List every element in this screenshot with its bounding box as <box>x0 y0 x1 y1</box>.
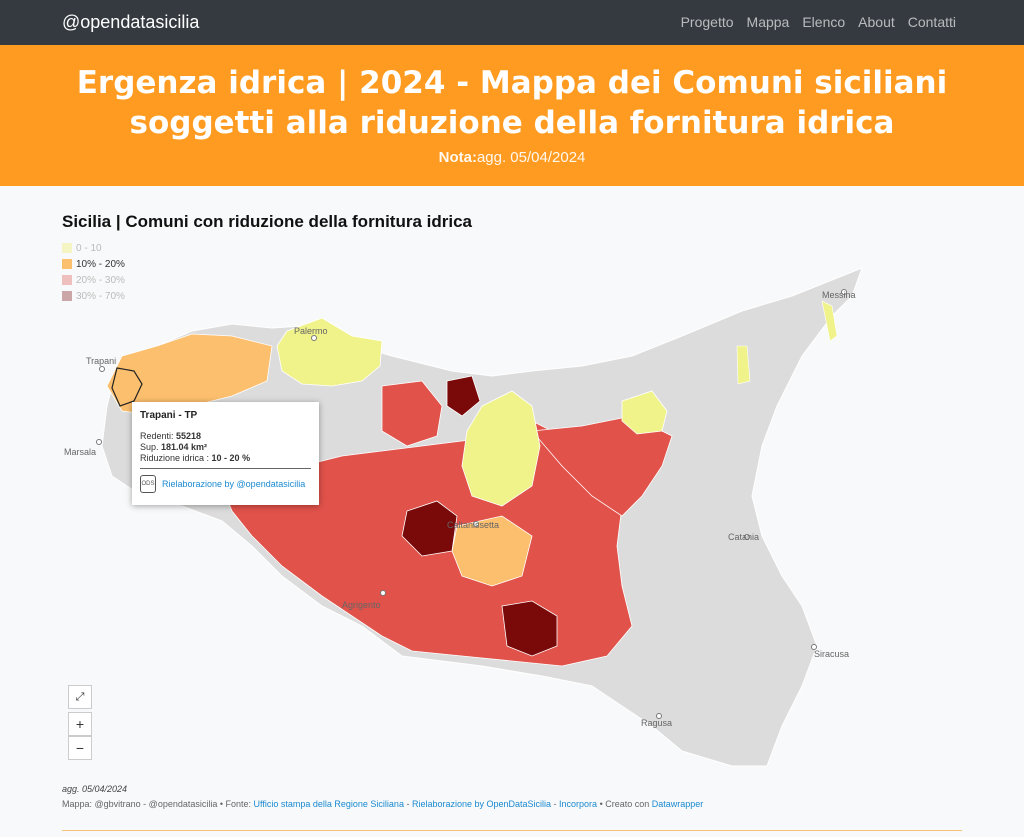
region-caltanissetta-south[interactable] <box>451 515 533 587</box>
city-label-marsala: Marsala <box>64 447 96 457</box>
tooltip-area-label: Sup. <box>140 442 162 452</box>
legend-label: 20% - 30% <box>76 274 125 286</box>
region-messina-strip[interactable] <box>821 300 838 342</box>
tooltip-title: Trapani - TP <box>140 410 198 421</box>
legend-label: 0 - 10 <box>76 242 102 254</box>
legend-swatch <box>62 259 72 269</box>
legend-item-30-70[interactable]: 30% - 70% <box>62 288 125 304</box>
city-marker-marsala <box>96 439 102 445</box>
city-marker-catania <box>744 534 750 540</box>
nav-link-mappa[interactable]: Mappa <box>746 14 790 30</box>
region-tyrrhenian-strip[interactable] <box>736 345 751 385</box>
tooltip-area-value: 181.04 km² <box>161 442 208 452</box>
legend-swatch <box>62 275 72 285</box>
note-text: agg. 05/04/2024 <box>476 149 586 166</box>
region-caltanissetta-north[interactable] <box>461 390 541 507</box>
city-label-caltanissetta: Caltanissetta <box>447 520 499 530</box>
footer-source: Mappa: @gbvitrano - @opendatasicilia • F… <box>62 799 703 809</box>
trapani-municipality[interactable] <box>111 367 143 407</box>
legend-item-20-30[interactable]: 20% - 30% <box>62 272 125 288</box>
map-tooltip: Trapani - TP Redenti: 55218 Sup. 181.04 … <box>132 402 319 505</box>
note-label: Nota: <box>438 149 477 166</box>
city-marker-caltanissetta <box>473 521 479 527</box>
region-trapani-zone[interactable] <box>106 333 273 417</box>
nav-link-progetto[interactable]: Progetto <box>680 14 734 30</box>
nav-link-about[interactable]: About <box>858 14 895 30</box>
tooltip-credit: ODS Rielaborazione by @opendatasicilia <box>140 475 311 493</box>
tooltip-area: Sup. 181.04 km² <box>140 442 311 453</box>
region-madonie-zone[interactable] <box>381 380 443 447</box>
legend-item-10-20[interactable]: 10% - 20% <box>62 256 125 272</box>
footer-date: agg. 05/04/2024 <box>62 784 128 794</box>
region-nebrodi-zone[interactable] <box>621 390 668 435</box>
region-dark-zone-3[interactable] <box>446 375 481 417</box>
city-marker-ragusa <box>656 713 662 719</box>
tooltip-reduction-label: Riduzione idrica : <box>140 453 212 463</box>
bottom-divider <box>62 830 962 831</box>
city-marker-siracusa <box>811 644 817 650</box>
map-title: Sicilia | Comuni con riduzione della for… <box>62 212 472 231</box>
city-label-siracusa: Siracusa <box>814 649 849 659</box>
tooltip-residents-value: 55218 <box>176 431 202 441</box>
legend-label: 30% - 70% <box>76 290 125 302</box>
footer-map-by: Mappa: @gbvitrano - @opendatasicilia • F… <box>62 799 254 809</box>
tooltip-credit-link[interactable]: Rielaborazione by @opendatasicilia <box>162 479 306 489</box>
zoom-in-button[interactable]: + <box>68 712 92 736</box>
city-marker-palermo <box>311 335 317 341</box>
city-label-palermo: Palermo <box>294 326 328 336</box>
region-palermo-zone[interactable] <box>276 317 383 387</box>
page-title: Ergenza idrica | 2024 - Mappa dei Comuni… <box>76 65 948 141</box>
region-dark-zone-1[interactable] <box>401 500 458 557</box>
city-marker-agrigento <box>380 590 386 596</box>
fullscreen-button[interactable]: ⤢ <box>68 685 92 709</box>
region-dark-zone-2[interactable] <box>501 600 558 657</box>
footer-sep-1: - <box>403 799 412 809</box>
legend-swatch <box>62 291 72 301</box>
sicily-map[interactable]: Palermo Trapani Marsala Messina Caltanis… <box>62 206 962 786</box>
hero-banner: Ergenza idrica | 2024 - Mappa dei Comuni… <box>0 45 1024 186</box>
city-label-catania: Catania <box>728 532 759 542</box>
footer-made-with: • Creato con <box>597 799 652 809</box>
source-link[interactable]: Ufficio stampa della Regione Siciliana <box>253 799 404 809</box>
legend-label: 10% - 20% <box>76 258 125 270</box>
region-enna-zone[interactable] <box>531 415 673 517</box>
map-container[interactable]: Palermo Trapani Marsala Messina Caltanis… <box>62 206 962 786</box>
update-note: Nota:agg. 05/04/2024 <box>0 149 1024 166</box>
embed-link[interactable]: Incorpora <box>559 799 598 809</box>
navbar: @opendatasicilia Progetto Mappa Elenco A… <box>0 0 1024 45</box>
city-label-agrigento: Agrigento <box>342 600 381 610</box>
opendatasicilia-logo-icon: ODS <box>140 475 156 493</box>
city-marker-messina <box>841 289 847 295</box>
legend-item-0-10[interactable]: 0 - 10 <box>62 240 125 256</box>
zoom-out-button[interactable]: − <box>68 736 92 760</box>
city-label-trapani: Trapani <box>86 356 116 366</box>
nav-links: Progetto Mappa Elenco About Contatti <box>681 14 956 30</box>
nav-link-elenco[interactable]: Elenco <box>802 14 846 30</box>
map-legend: 0 - 10 10% - 20% 20% - 30% 30% - 70% <box>62 240 125 304</box>
legend-swatch <box>62 243 72 253</box>
city-label-messina: Messina <box>822 290 856 300</box>
brand-link[interactable]: @opendatasicilia <box>62 12 200 32</box>
tooltip-reduction: Riduzione idrica : 10 - 20 % <box>140 453 311 464</box>
tooltip-residents: Redenti: 55218 <box>140 431 311 442</box>
footer-sep-2: - <box>551 799 560 809</box>
city-label-ragusa: Ragusa <box>641 718 672 728</box>
tooltip-residents-label: Redenti: <box>140 431 177 441</box>
tooltip-reduction-value: 10 - 20 % <box>211 453 251 463</box>
rework-link[interactable]: Rielaborazione by OpenDataSicilia <box>411 799 552 809</box>
nav-link-contatti[interactable]: Contatti <box>907 14 956 30</box>
datawrapper-link[interactable]: Datawrapper <box>651 799 704 809</box>
city-marker-trapani <box>99 366 105 372</box>
tooltip-divider <box>140 468 311 469</box>
